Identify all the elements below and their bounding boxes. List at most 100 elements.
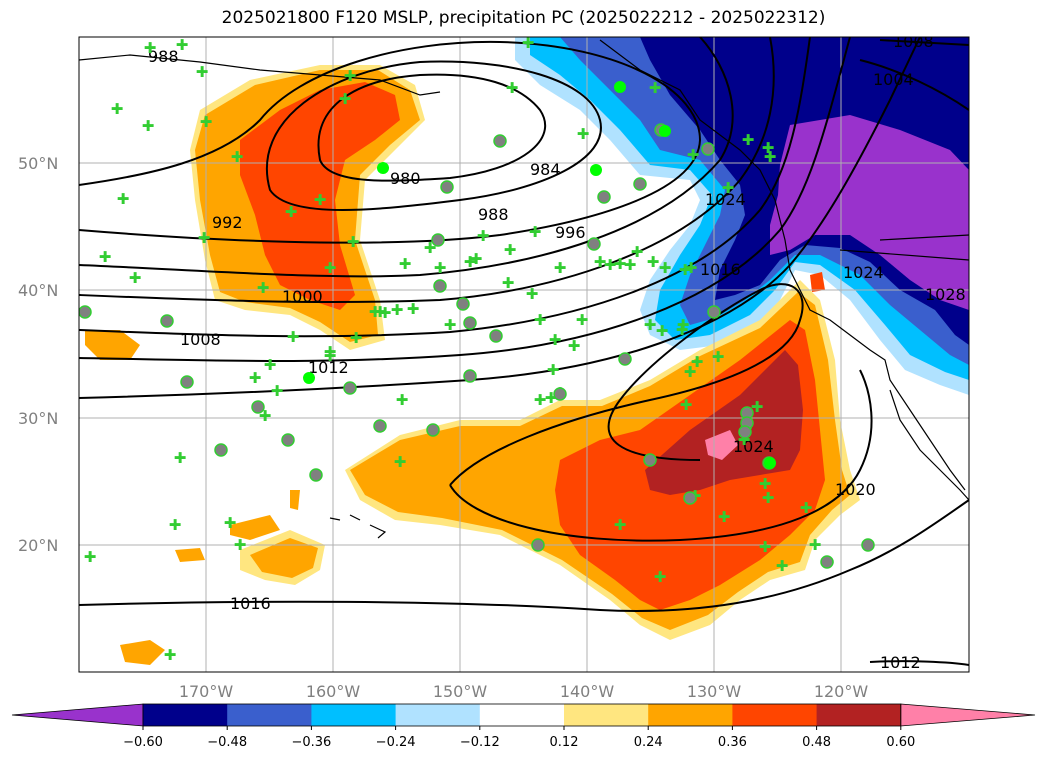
obs-circle-marker: [440, 180, 454, 194]
colorbar-tick-label: −0.12: [460, 735, 500, 750]
isobar-label: 1000: [282, 287, 323, 306]
obs-circle-marker: [820, 555, 834, 569]
obs-dot-marker: [659, 125, 671, 137]
obs-circle-marker: [281, 433, 295, 447]
obs-plus-marker: ✚: [534, 311, 547, 329]
obs-plus-marker: ✚: [407, 300, 420, 318]
obs-plus-marker: ✚: [285, 203, 298, 221]
obs-plus-marker: ✚: [502, 274, 515, 292]
obs-circle-marker: [431, 233, 445, 247]
isobar-label: 996: [555, 223, 586, 242]
obs-dot-marker: [614, 81, 626, 93]
obs-plus-marker: ✚: [174, 449, 187, 467]
obs-plus-marker: ✚: [477, 227, 490, 245]
negative-anomaly-shading: [515, 37, 969, 395]
obs-plus-marker: ✚: [594, 253, 607, 271]
isobar-label: 984: [530, 160, 561, 179]
colorbar-segment: [143, 704, 228, 726]
positive-anomaly-shading-west: [85, 65, 425, 665]
obs-plus-marker: ✚: [751, 398, 764, 416]
isobar-label: 1008: [180, 330, 221, 349]
obs-plus-marker: ✚: [287, 328, 300, 346]
colorbar-tick-label: 0.24: [634, 735, 663, 750]
obs-plus-marker: ✚: [547, 361, 560, 379]
colorbar-segment: [564, 704, 649, 726]
obs-plus-marker: ✚: [722, 179, 735, 197]
obs-plus-marker: ✚: [762, 489, 775, 507]
colorbar-segment: [227, 704, 312, 726]
obs-plus-marker: ✚: [249, 369, 262, 387]
obs-circle-marker: [587, 237, 601, 251]
lat-tick-label: 30°N: [18, 409, 58, 428]
obs-circle-marker: [553, 387, 567, 401]
obs-plus-marker: ✚: [687, 146, 700, 164]
obs-plus-marker: ✚: [339, 90, 352, 108]
obs-plus-marker: ✚: [554, 259, 567, 277]
colorbar-segment: [311, 704, 397, 726]
obs-plus-marker: ✚: [654, 568, 667, 586]
obs-plus-marker: ✚: [691, 353, 704, 371]
longitude-axis: 170°W 160°W 150°W 140°W 130°W 120°W: [179, 682, 869, 701]
obs-plus-marker: ✚: [776, 557, 789, 575]
obs-plus-marker: ✚: [526, 285, 539, 303]
obs-circle-marker: [463, 369, 477, 383]
lon-tick-label: 130°W: [687, 682, 742, 701]
obs-plus-marker: ✚: [111, 100, 124, 118]
obs-circle-marker: [433, 279, 447, 293]
isobar-label: 988: [478, 205, 509, 224]
obs-circle-marker: [683, 491, 697, 505]
obs-plus-marker: ✚: [718, 508, 731, 526]
isobar-labels: 988 980 984 988 992 996 1000 1004 1008 1…: [148, 37, 966, 672]
obs-circle-marker: [738, 425, 752, 439]
obs-circle-marker: [489, 329, 503, 343]
obs-plus-marker: ✚: [800, 499, 813, 517]
isobar-label: 1016: [700, 260, 741, 279]
colorbar-tick-label: −0.60: [123, 735, 163, 750]
isobar-contours: [79, 37, 969, 666]
obs-plus-marker: ✚: [399, 255, 412, 273]
map-gridlines: [79, 37, 969, 672]
colorbar-segment: [816, 704, 902, 726]
obs-circle-marker: [426, 423, 440, 437]
obs-plus-marker: ✚: [374, 303, 387, 321]
obs-circle-marker: [309, 468, 323, 482]
obs-circle-marker: [597, 190, 611, 204]
obs-plus-marker: ✚: [464, 253, 477, 271]
obs-plus-marker: ✚: [324, 259, 337, 277]
obs-plus-marker: ✚: [568, 337, 581, 355]
obs-dot-marker: [764, 457, 776, 469]
obs-plus-marker: ✚: [529, 223, 542, 241]
obs-plus-marker: ✚: [324, 347, 337, 365]
obs-plus-marker: ✚: [196, 63, 209, 81]
obs-circle-marker: [707, 305, 721, 319]
obs-plus-marker: ✚: [676, 321, 689, 339]
obs-circle-marker: [643, 453, 657, 467]
isobar-label: 1024: [843, 263, 884, 282]
obs-plus-marker: ✚: [614, 516, 627, 534]
obs-plus-marker: ✚: [444, 316, 457, 334]
isobar-label: 1028: [925, 285, 966, 304]
obs-plus-marker: ✚: [396, 391, 409, 409]
obs-plus-marker: ✚: [231, 148, 244, 166]
obs-plus-marker: ✚: [142, 117, 155, 135]
observation-markers: ✚ ✚ ✚ ✚ ✚ ✚ ✚ ✚ ✚ ✚ ✚ ✚ ✚ ✚ ✚ ✚ ✚ ✚ ✚ ✚ ✚ ✚ ✚ ✚ ✚ ✚ ✚ ✚ ✚ ✚ ✚ ✚ ✚ ✚ ✚ ✚ ✚ ✚ ✚ ✚…: [79, 37, 875, 664]
obs-plus-marker: ✚: [314, 191, 327, 209]
obs-plus-marker: ✚: [164, 646, 177, 664]
colorbar-segment: [648, 704, 733, 726]
obs-plus-marker: ✚: [677, 316, 690, 334]
obs-plus-marker: ✚: [99, 248, 112, 266]
lon-tick-label: 160°W: [306, 682, 361, 701]
obs-plus-marker: ✚: [369, 303, 382, 321]
isobar-label: 1016: [230, 594, 271, 613]
obs-plus-marker: ✚: [685, 259, 698, 277]
lon-tick-label: 150°W: [433, 682, 488, 701]
obs-plus-marker: ✚: [504, 241, 517, 259]
obs-plus-marker: ✚: [506, 79, 519, 97]
obs-circle-marker: [373, 419, 387, 433]
obs-plus-marker: ✚: [257, 279, 270, 297]
obs-circle-marker: [180, 375, 194, 389]
colorbar-tick-label: −0.24: [376, 735, 416, 750]
obs-plus-marker: ✚: [129, 269, 142, 287]
map-area: 988 980 984 988 992 996 1000 1004 1008 1…: [79, 37, 969, 672]
obs-plus-marker: ✚: [534, 391, 547, 409]
